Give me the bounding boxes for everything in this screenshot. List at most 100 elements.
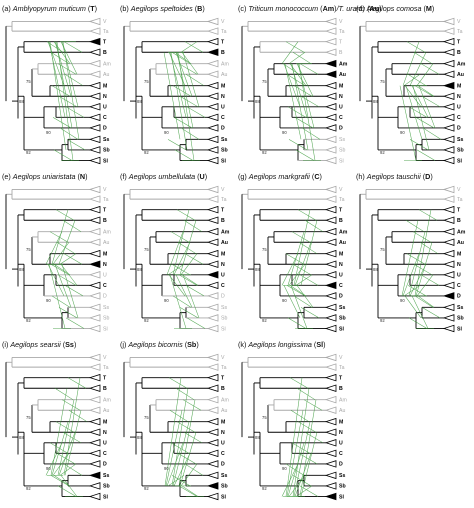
clade-triangle [442, 92, 455, 100]
tip-label: U [221, 441, 225, 447]
support-value: 88 [373, 99, 378, 104]
panel-letter: (e) [2, 172, 13, 181]
tip-label: Sb [457, 316, 464, 322]
clade-triangle [88, 48, 101, 56]
tip-label: Au [221, 240, 228, 246]
support-value: 92 [26, 486, 31, 491]
clade-triangle [206, 185, 219, 194]
clade-triangle [324, 449, 337, 458]
clade-triangle [324, 37, 337, 46]
support-value: 88 [255, 99, 260, 104]
clade-triangle [206, 48, 219, 56]
tip-label: Au [339, 240, 346, 246]
support-value: 75 [262, 79, 267, 84]
support-value: 92 [262, 318, 267, 323]
reticulation-lines [164, 377, 204, 497]
tip-label: N [103, 262, 107, 268]
clade-triangle [442, 156, 455, 165]
reticulation-lines [46, 41, 86, 161]
tip-label: Am [103, 61, 111, 67]
tip-label: B [103, 218, 107, 224]
clade-triangle [206, 384, 219, 392]
clade-triangle [206, 449, 219, 458]
panel-letter: (i) [2, 340, 11, 349]
panel-title: (g) Aegilops markgrafii (C) [238, 172, 322, 181]
tip-label: Ta [103, 29, 109, 35]
tip-label: M [457, 251, 461, 257]
genome-code: (Sl) [313, 340, 326, 349]
clade-triangle [206, 271, 219, 279]
clade-triangle [206, 70, 219, 78]
tip-label: C [221, 115, 225, 121]
tip-label: Ss [339, 473, 345, 479]
species-name: Aegilops longissima [248, 340, 314, 349]
tip-label: C [103, 283, 107, 289]
clade-triangle [324, 492, 337, 501]
panel-title: (e) Aegilops uniaristata (N) [2, 172, 88, 181]
clade-triangle [88, 70, 101, 78]
tip-label: U [339, 273, 343, 279]
support-value: 92 [144, 150, 149, 155]
tip-label: B [103, 386, 107, 392]
clade-triangle [88, 103, 101, 111]
clade-triangle [88, 238, 101, 246]
tip-label: U [457, 105, 461, 111]
panel-title: (k) Aegilops longissima (Sl) [238, 340, 326, 349]
tip-label: Au [339, 72, 346, 78]
clade-triangle [206, 37, 219, 46]
genome-code: (U) [197, 172, 208, 181]
tree-branches [5, 188, 90, 329]
tip-label: Sl [339, 158, 344, 164]
clade-triangle [324, 70, 337, 78]
clade-triangle [88, 281, 101, 290]
clade-triangle [442, 314, 455, 322]
clade-triangle [206, 492, 219, 501]
clade-triangle [88, 406, 101, 414]
clade-triangle [324, 373, 337, 382]
tip-label: B [221, 386, 225, 392]
tree-branches [241, 356, 326, 497]
tip-label: U [339, 441, 343, 447]
clade-triangle [88, 227, 101, 236]
tip-label: Sb [103, 148, 110, 154]
tree-panel-i: (i) Aegilops searsii (Ss) V Ta T B Am Au M N U C D S… [2, 340, 120, 500]
clade-triangle [324, 281, 337, 290]
tip-label: B [457, 218, 461, 224]
tip-label: D [103, 462, 107, 468]
tip-label: M [339, 83, 343, 89]
tip-label: Au [103, 72, 109, 78]
support-value: 75 [144, 79, 149, 84]
clade-triangle [206, 439, 219, 447]
support-value: 90 [46, 298, 51, 303]
tree-branches [241, 188, 326, 329]
clade-triangle [324, 384, 337, 392]
tip-label: Am [103, 397, 111, 403]
support-value: 75 [26, 79, 31, 84]
clade-triangle [206, 27, 219, 35]
clade-triangle [324, 482, 337, 490]
tip-label: D [339, 462, 343, 468]
tip-label: C [457, 283, 461, 289]
tip-label: C [221, 451, 225, 457]
tip-label: T [339, 207, 343, 213]
clade-triangle [442, 146, 455, 154]
clade-triangle [324, 406, 337, 414]
panel-letter: (c) [238, 4, 249, 13]
species-name: Aegilops uniaristata [12, 172, 78, 181]
clade-triangle [88, 195, 101, 203]
tip-label: Sb [103, 484, 110, 490]
clade-triangle [206, 216, 219, 224]
clade-triangle [206, 195, 219, 203]
clade-triangle [324, 27, 337, 35]
support-value: 90 [282, 130, 287, 135]
clade-triangle [206, 281, 219, 290]
tip-label: Am [221, 397, 229, 403]
clade-triangle [442, 281, 455, 290]
clade-triangle [442, 292, 455, 300]
tip-label: U [103, 105, 107, 111]
tip-label: Sl [103, 494, 108, 500]
tip-label: B [339, 218, 343, 224]
clade-triangle [88, 216, 101, 224]
tip-label: U [103, 441, 107, 447]
